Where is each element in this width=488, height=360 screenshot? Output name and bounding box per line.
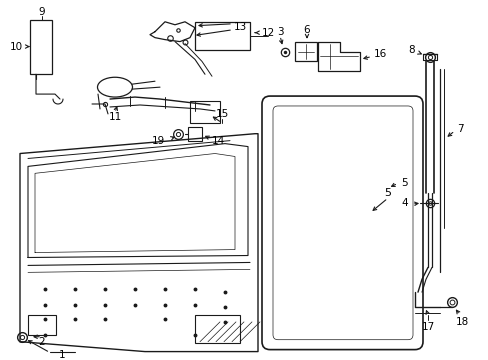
- Text: 19: 19: [151, 136, 164, 146]
- Bar: [190, 101, 220, 123]
- Text: 13: 13: [233, 22, 246, 32]
- Text: 2: 2: [39, 337, 45, 347]
- Text: 5: 5: [384, 188, 391, 198]
- Bar: [30, 20, 52, 74]
- Bar: [28, 315, 56, 335]
- Text: 7: 7: [456, 124, 462, 134]
- Text: 16: 16: [373, 49, 386, 59]
- Text: 15: 15: [215, 109, 228, 119]
- Text: 14: 14: [211, 136, 224, 146]
- Bar: [195, 22, 249, 50]
- Bar: [195, 315, 240, 343]
- Text: 5: 5: [400, 178, 407, 188]
- Text: 3: 3: [276, 27, 283, 37]
- Text: 8: 8: [408, 45, 414, 54]
- Text: 1: 1: [59, 350, 65, 360]
- Text: 18: 18: [454, 317, 468, 327]
- Text: 12: 12: [261, 28, 274, 38]
- Bar: [187, 127, 202, 141]
- Bar: [294, 42, 316, 62]
- Text: 9: 9: [39, 7, 45, 17]
- Text: 10: 10: [9, 41, 22, 51]
- Text: 11: 11: [108, 112, 122, 122]
- Text: 17: 17: [421, 322, 434, 332]
- Text: 4: 4: [401, 198, 407, 208]
- Text: 6: 6: [303, 25, 310, 35]
